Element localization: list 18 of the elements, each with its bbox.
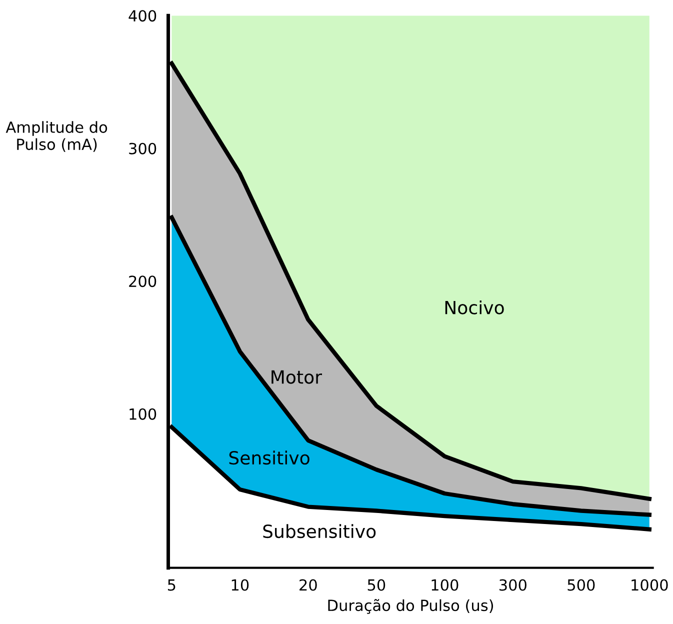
x-tick-label: 5 bbox=[168, 579, 176, 591]
series-label: Motor bbox=[272, 370, 322, 384]
x-tick-label: 1000 bbox=[632, 579, 668, 591]
y-tick-label: 100 bbox=[130, 408, 156, 420]
x-tick-label: 10 bbox=[232, 579, 249, 591]
series-label: Sensitivo bbox=[229, 450, 310, 465]
series-label: Subsensitivo bbox=[263, 524, 376, 538]
x-tick-label: 500 bbox=[568, 579, 595, 591]
x-tick-label: 20 bbox=[300, 579, 317, 591]
y-tick-label: 200 bbox=[129, 276, 156, 288]
y-tick-label: 300 bbox=[129, 142, 156, 154]
x-tick-label: 300 bbox=[499, 579, 526, 591]
y-tick-label: 400 bbox=[128, 10, 156, 22]
x-axis-title: Duração do Pulso (us) bbox=[328, 599, 493, 614]
series-label: Nocivo bbox=[445, 300, 504, 314]
y-axis-title: Amplitude do Pulso (mA) bbox=[6, 121, 108, 152]
x-tick-label: 50 bbox=[368, 579, 386, 591]
x-tick-label: 100 bbox=[432, 579, 458, 591]
